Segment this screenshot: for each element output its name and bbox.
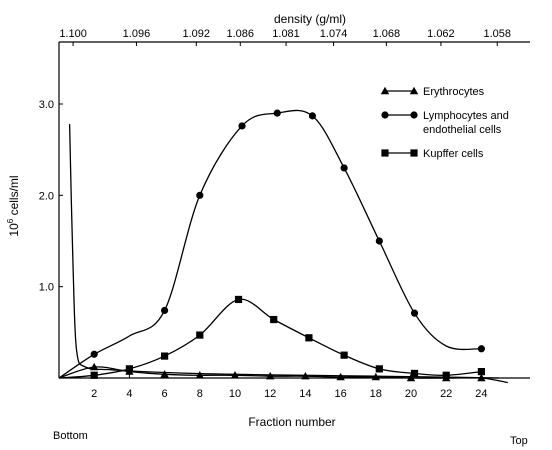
- marker-erythrocytes: [90, 362, 99, 371]
- marker-erythrocytes: [230, 371, 240, 379]
- x-tick-label: 22: [440, 388, 452, 400]
- ticks-layer: 2 4 6 8 10 12 14 16 18 20 22 241.02.03.01.100 1.096 1…: [39, 28, 511, 400]
- top-label: Top: [510, 435, 528, 447]
- marker-lymphocytes-and-endothelial-cells: [308, 112, 317, 120]
- marker-kupffer-cells: [196, 331, 204, 339]
- bottom-label: Bottom: [53, 430, 88, 442]
- marker-kupffer-cells: [477, 368, 485, 376]
- legend-marker-lymphocytes-and-endothelial-cells: [381, 111, 389, 119]
- marker-kupffer-cells: [90, 371, 98, 379]
- x-tick-label: 24: [475, 388, 487, 400]
- legend-label-erythrocytes: Erythrocytes: [423, 86, 485, 98]
- x-tick-label: 20: [405, 388, 417, 400]
- x-tick-label: 16: [334, 388, 346, 400]
- x-tick-label: 4: [126, 388, 132, 400]
- marker-erythrocytes: [266, 371, 275, 380]
- legend-label-lymphocytes-and-endothelial-cells: Lymphocytes and: [423, 110, 509, 122]
- x-tick-label: 2: [91, 388, 97, 400]
- marker-kupffer-cells: [161, 352, 169, 360]
- legend-label-kupffer-cells: Kupffer cells: [423, 148, 484, 160]
- marker-kupffer-cells: [234, 295, 243, 304]
- x-tick-label: 8: [197, 388, 203, 400]
- marker-erythrocytes: [336, 372, 345, 381]
- marker-erythrocytes: [301, 371, 310, 380]
- marker-lymphocytes-and-endothelial-cells: [90, 350, 98, 358]
- legend-marker-kupffer-cells: [410, 149, 418, 157]
- top-tick-label: 1.062: [427, 28, 455, 40]
- x-tick-label: 6: [162, 388, 168, 400]
- legend-marker-erythrocytes: [380, 86, 390, 95]
- top-axis-title: density (g/ml): [274, 12, 346, 26]
- legend-marker-lymphocytes-and-endothelial-cells: [410, 111, 418, 119]
- marker-erythrocytes: [160, 370, 169, 378]
- top-tick-label: 1.092: [183, 28, 211, 40]
- marker-lymphocytes-and-endothelial-cells: [238, 122, 246, 130]
- top-tick-label: 1.096: [123, 28, 151, 40]
- marker-kupffer-cells: [305, 334, 313, 342]
- top-tick-label: 1.081: [272, 28, 300, 40]
- series-line-unlabeled-3: [68, 124, 500, 379]
- y-tick-label: 1.0: [39, 282, 54, 294]
- y-axis-title-base: 10: [7, 223, 21, 237]
- x-tick-label: 10: [229, 388, 241, 400]
- marker-lymphocytes-and-endothelial-cells: [161, 306, 169, 315]
- marker-kupffer-cells: [375, 365, 383, 373]
- y-tick-label: 2.0: [39, 190, 54, 202]
- legend-marker-kupffer-cells: [381, 149, 389, 157]
- marker-erythrocytes: [371, 372, 380, 381]
- marker-kupffer-cells: [125, 365, 133, 373]
- marker-lymphocytes-and-endothelial-cells: [273, 109, 281, 117]
- y-tick-label: 3.0: [39, 99, 54, 111]
- marker-kupffer-cells: [340, 351, 348, 359]
- marker-lymphocytes-and-endothelial-cells: [410, 309, 419, 317]
- marker-lymphocytes-and-endothelial-cells: [477, 345, 485, 353]
- top-tick-label: 1.068: [373, 28, 401, 40]
- top-tick-label: 1.086: [227, 28, 255, 40]
- top-tick-label: 1.100: [59, 28, 87, 40]
- marker-erythrocytes: [477, 373, 486, 382]
- markers-layer: [90, 109, 486, 382]
- legend: Erythrocytes Lymphocytes and endothelial c…: [380, 86, 509, 160]
- top-tick-label: 1.058: [483, 28, 511, 40]
- series-line-lymphocytes-and-endothelial-cells: [58, 109, 482, 379]
- x-tick-label: 12: [264, 388, 276, 400]
- marker-kupffer-cells: [270, 315, 278, 324]
- legend-marker-erythrocytes: [409, 86, 419, 95]
- y-axis-title: 106 cells/ml: [6, 175, 21, 236]
- marker-kupffer-cells: [410, 369, 419, 378]
- x-axis-title: Fraction number: [248, 415, 335, 429]
- marker-lymphocytes-and-endothelial-cells: [375, 237, 383, 245]
- y-axis-title-rest: cells/ml: [7, 175, 21, 218]
- marker-kupffer-cells: [442, 371, 450, 379]
- marker-erythrocytes: [406, 373, 416, 382]
- marker-erythrocytes: [195, 371, 204, 379]
- legend-label-lymphocytes-and-endothelial-cells: endothelial cells: [423, 124, 502, 136]
- x-tick-label: 18: [370, 388, 382, 400]
- marker-lymphocytes-and-endothelial-cells: [196, 191, 204, 199]
- top-tick-label: 1.074: [320, 28, 348, 40]
- series-line-kupffer-cells: [58, 298, 482, 379]
- x-tick-label: 14: [299, 388, 311, 400]
- y-axis-title-exponent: 6: [6, 218, 15, 223]
- marker-lymphocytes-and-endothelial-cells: [340, 164, 348, 172]
